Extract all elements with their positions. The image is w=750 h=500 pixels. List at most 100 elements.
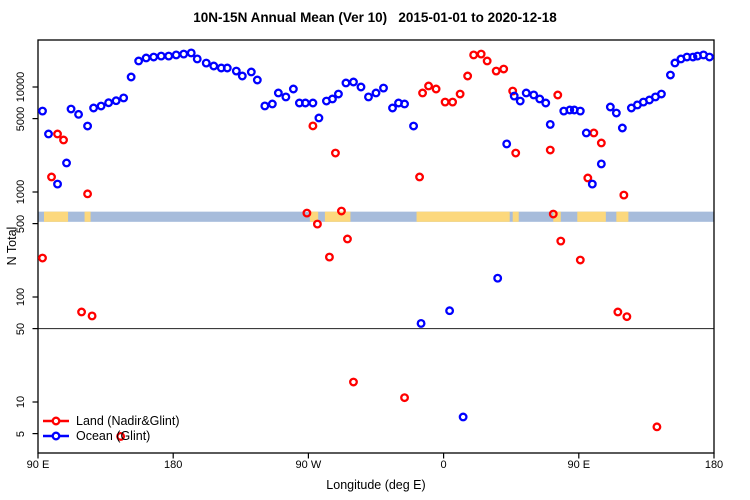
ocean-point — [565, 105, 575, 115]
ocean-point — [656, 89, 666, 99]
ocean-point — [400, 99, 409, 109]
land-point — [482, 56, 492, 66]
ocean-point — [458, 412, 468, 422]
ocean-point — [164, 51, 174, 61]
land-point — [575, 255, 585, 265]
legend-symbol-circle — [51, 431, 61, 441]
land-point — [116, 431, 126, 441]
ocean-point — [545, 119, 555, 129]
land-point — [448, 97, 458, 107]
ocean-point — [231, 66, 241, 76]
ocean-point — [493, 273, 503, 283]
ocean-point — [617, 123, 627, 133]
ocean-point — [237, 71, 247, 81]
land-point — [596, 138, 606, 148]
land-point — [47, 172, 56, 182]
land-point — [324, 252, 334, 262]
land-point — [415, 172, 425, 182]
ocean-point — [341, 78, 351, 88]
land-point — [400, 393, 409, 403]
land-point — [53, 129, 62, 139]
ocean-point — [409, 121, 419, 131]
land-point — [619, 190, 629, 200]
ocean-point — [705, 52, 714, 62]
ocean-point — [201, 58, 211, 68]
ocean-point — [364, 92, 373, 102]
land-point — [463, 71, 473, 81]
ocean-point — [502, 139, 512, 149]
ocean-point — [529, 90, 539, 100]
ocean-point — [83, 121, 93, 131]
ocean-point — [179, 49, 189, 59]
land-point — [312, 219, 322, 229]
land-point — [622, 312, 632, 322]
ocean-point — [119, 93, 129, 103]
map-band-land-segment — [44, 211, 69, 222]
ocean-point — [349, 77, 358, 87]
land-point — [508, 86, 518, 96]
ocean-point — [416, 318, 426, 328]
land-point — [553, 90, 563, 100]
ocean-point — [89, 103, 99, 113]
ocean-point — [575, 106, 585, 116]
ocean-point — [596, 159, 606, 169]
land-point — [556, 236, 566, 246]
land-point — [491, 66, 501, 76]
ocean-point — [688, 52, 698, 62]
ocean-point — [605, 102, 615, 112]
land-point — [589, 128, 599, 138]
ocean-point — [587, 179, 597, 189]
land-point — [431, 84, 441, 94]
land-point — [583, 173, 593, 183]
ocean-point — [222, 63, 232, 73]
land-point — [511, 148, 521, 158]
ocean-point — [186, 48, 196, 58]
land-point — [77, 307, 87, 317]
ocean-point — [246, 67, 256, 77]
ocean-point — [445, 306, 455, 316]
land-point — [59, 135, 68, 145]
land-point — [330, 148, 340, 158]
ocean-point — [267, 99, 277, 109]
ocean-point — [515, 96, 525, 106]
map-band-land-segment — [616, 211, 629, 222]
land-point — [302, 208, 312, 218]
ocean-point — [541, 98, 551, 108]
ocean-point — [156, 51, 166, 61]
ocean-point — [371, 88, 381, 98]
ocean-point — [611, 108, 621, 118]
ocean-point — [509, 91, 519, 101]
ocean-point — [581, 128, 591, 138]
ocean-point — [288, 84, 298, 94]
map-band-land-segment — [553, 211, 561, 222]
land-point — [424, 81, 434, 91]
ocean-point — [111, 96, 121, 106]
ocean-point — [192, 54, 202, 64]
ocean-point — [104, 98, 114, 108]
ocean-point — [333, 89, 343, 99]
land-point — [469, 50, 479, 60]
map-band-land-segment — [577, 211, 606, 222]
ocean-point — [314, 113, 324, 123]
ocean-point — [62, 158, 71, 168]
ocean-point — [388, 103, 397, 113]
ocean-point — [171, 50, 181, 60]
ocean-point — [126, 72, 136, 82]
land-point — [336, 206, 346, 216]
map-band-land-segment — [309, 211, 319, 222]
ocean-point — [670, 58, 680, 68]
ocean-point — [252, 75, 262, 85]
ocean-point — [521, 88, 531, 98]
map-band-land-segment — [416, 211, 510, 222]
ocean-point — [74, 109, 84, 119]
ocean-point — [96, 101, 106, 111]
land-point — [548, 209, 558, 219]
land-point — [343, 234, 352, 244]
ocean-point — [134, 56, 144, 66]
ocean-point — [535, 94, 545, 104]
land-point — [499, 64, 509, 74]
ocean-point — [273, 88, 283, 98]
land-point — [455, 89, 465, 99]
land-point — [349, 377, 358, 387]
ocean-point — [209, 61, 219, 71]
